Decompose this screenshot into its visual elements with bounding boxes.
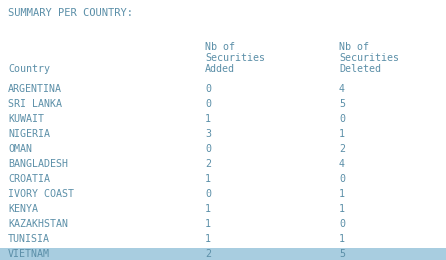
Text: KENYA: KENYA [8,204,38,214]
Text: KAZAKHSTAN: KAZAKHSTAN [8,219,68,229]
Text: OMAN: OMAN [8,144,32,154]
Text: 4: 4 [339,84,345,94]
Text: ARGENTINA: ARGENTINA [8,84,62,94]
Text: KUWAIT: KUWAIT [8,114,44,124]
Text: Country: Country [8,64,50,74]
Text: 0: 0 [205,189,211,199]
Text: Nb of: Nb of [205,42,235,52]
Text: Securities: Securities [205,53,265,63]
Text: 0: 0 [205,99,211,109]
Text: SRI LANKA: SRI LANKA [8,99,62,109]
Text: Added: Added [205,64,235,74]
Text: 2: 2 [205,159,211,169]
Text: Nb of: Nb of [339,42,369,52]
Text: 2: 2 [205,249,211,259]
Text: 5: 5 [339,99,345,109]
Text: SUMMARY PER COUNTRY:: SUMMARY PER COUNTRY: [8,8,133,18]
Text: 1: 1 [205,114,211,124]
Text: 2: 2 [339,144,345,154]
Text: NIGERIA: NIGERIA [8,129,50,139]
Text: 1: 1 [205,204,211,214]
Text: IVORY COAST: IVORY COAST [8,189,74,199]
Text: 0: 0 [339,114,345,124]
Text: 0: 0 [205,84,211,94]
Text: 1: 1 [339,189,345,199]
Text: 0: 0 [339,174,345,184]
Text: 0: 0 [339,219,345,229]
Text: BANGLADESH: BANGLADESH [8,159,68,169]
Text: CROATIA: CROATIA [8,174,50,184]
Text: 1: 1 [339,204,345,214]
Text: 1: 1 [339,234,345,244]
Text: 4: 4 [339,159,345,169]
Text: 1: 1 [205,219,211,229]
Text: 1: 1 [339,129,345,139]
Text: 1: 1 [205,174,211,184]
Text: 0: 0 [205,144,211,154]
Text: 3: 3 [205,129,211,139]
Text: TUNISIA: TUNISIA [8,234,50,244]
Text: 5: 5 [339,249,345,259]
Bar [0,248,446,260]
Text: Securities: Securities [339,53,399,63]
Text: 1: 1 [205,234,211,244]
Text: VIETNAM: VIETNAM [8,249,50,259]
Text: Deleted: Deleted [339,64,381,74]
